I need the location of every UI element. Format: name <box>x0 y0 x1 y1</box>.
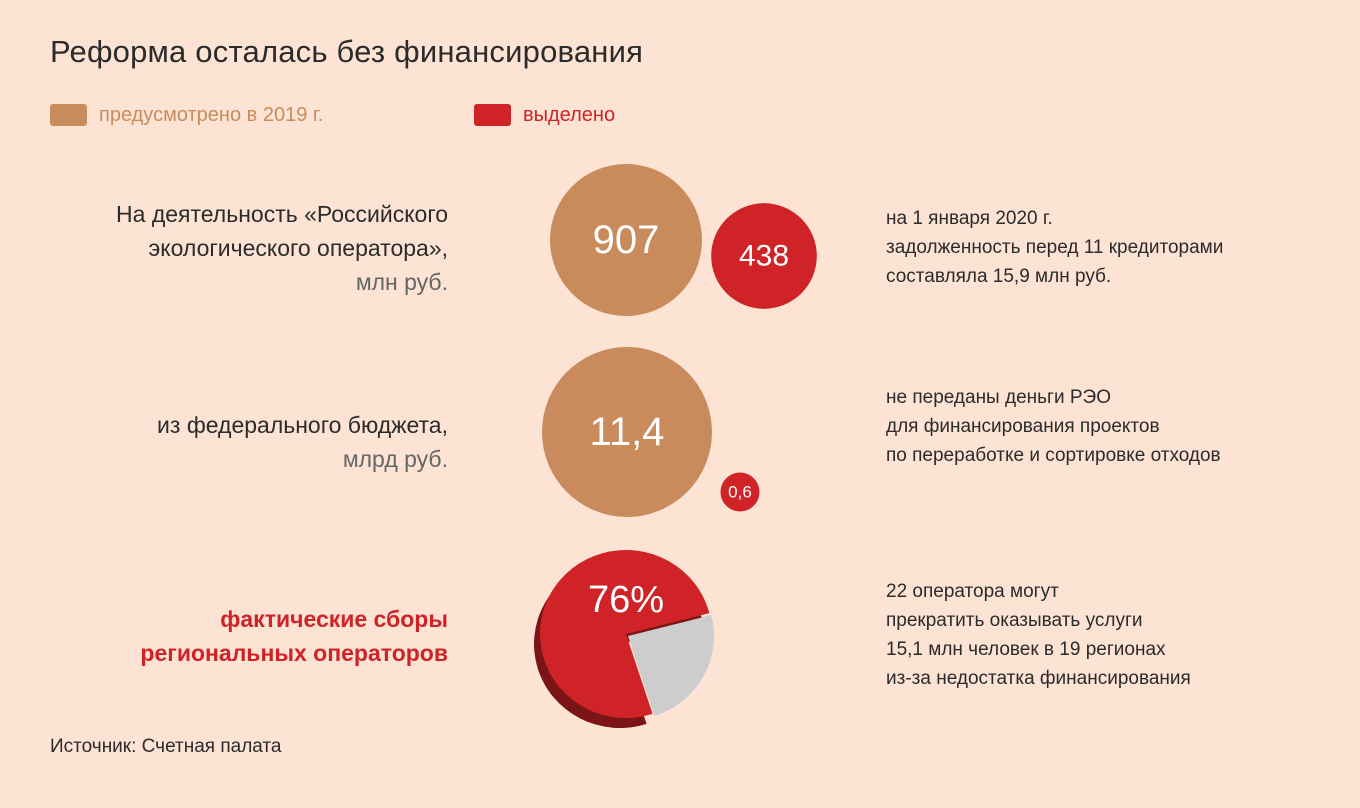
row-unit: млн руб. <box>355 269 448 295</box>
legend-item-planned: предусмотрено в 2019 г. <box>50 100 323 130</box>
row-label-line: На деятельность «Российского <box>116 201 448 227</box>
legend-swatch-allocated <box>474 104 511 126</box>
row-label-line: фактические сборы <box>220 606 448 632</box>
row-label-regional: фактические сборы региональных операторо… <box>140 602 448 670</box>
note-line: не переданы деньги РЭО <box>886 387 1111 408</box>
note-federal: не переданы деньги РЭО для финансировани… <box>886 383 1221 470</box>
row-label-line: из федерального бюджета, <box>157 412 448 438</box>
note-line: 22 оператора могут <box>886 581 1059 602</box>
note-line: 15,1 млн человек в 19 регионах <box>886 639 1166 660</box>
bubble-allocated-federal <box>720 472 760 512</box>
chart-title: Реформа осталась без финансирования <box>50 34 644 69</box>
row-label-line: региональных операторов <box>140 640 448 666</box>
value-label-allocated-reo: 438 <box>739 240 789 273</box>
row-unit: млрд руб. <box>342 446 448 472</box>
row-label-federal: из федерального бюджета, млрд руб. <box>157 408 448 476</box>
note-regional: 22 оператора могут прекратить оказывать … <box>886 577 1191 693</box>
value-label-planned-federal: 11,4 <box>590 410 665 454</box>
bubble-allocated-reo <box>711 203 817 309</box>
note-reo: на 1 января 2020 г. задолженность перед … <box>886 204 1223 291</box>
source-note: Источник: Счетная палата <box>50 736 282 757</box>
value-label-allocated-federal: 0,6 <box>728 483 752 502</box>
bubble-planned-reo <box>550 164 702 316</box>
pie-value-label: 76% <box>588 579 664 621</box>
note-line: по переработке и сортировке отходов <box>886 445 1221 466</box>
note-line: на 1 января 2020 г. <box>886 208 1053 229</box>
legend-item-allocated: выделено <box>474 100 615 130</box>
note-line: из-за недостатка финансирования <box>886 668 1191 689</box>
row-label-line: экологического оператора», <box>148 235 448 261</box>
note-line: составляла 15,9 млн руб. <box>886 266 1112 287</box>
legend-label-allocated: выделено <box>523 103 616 126</box>
bubble-planned-federal <box>542 347 712 517</box>
legend-swatch-planned <box>50 104 87 126</box>
value-label-planned-reo: 907 <box>593 218 660 262</box>
note-line: прекратить оказывать услуги <box>886 610 1143 631</box>
pie-slice-remainder <box>628 615 714 716</box>
row-label-reo: На деятельность «Российского экологическ… <box>116 197 448 299</box>
note-line: для финансирования проектов <box>886 416 1160 437</box>
pie-slice-collected <box>539 550 710 718</box>
note-line: задолженность перед 11 кредиторами <box>886 237 1224 258</box>
legend-label-planned: предусмотрено в 2019 г. <box>99 103 324 126</box>
